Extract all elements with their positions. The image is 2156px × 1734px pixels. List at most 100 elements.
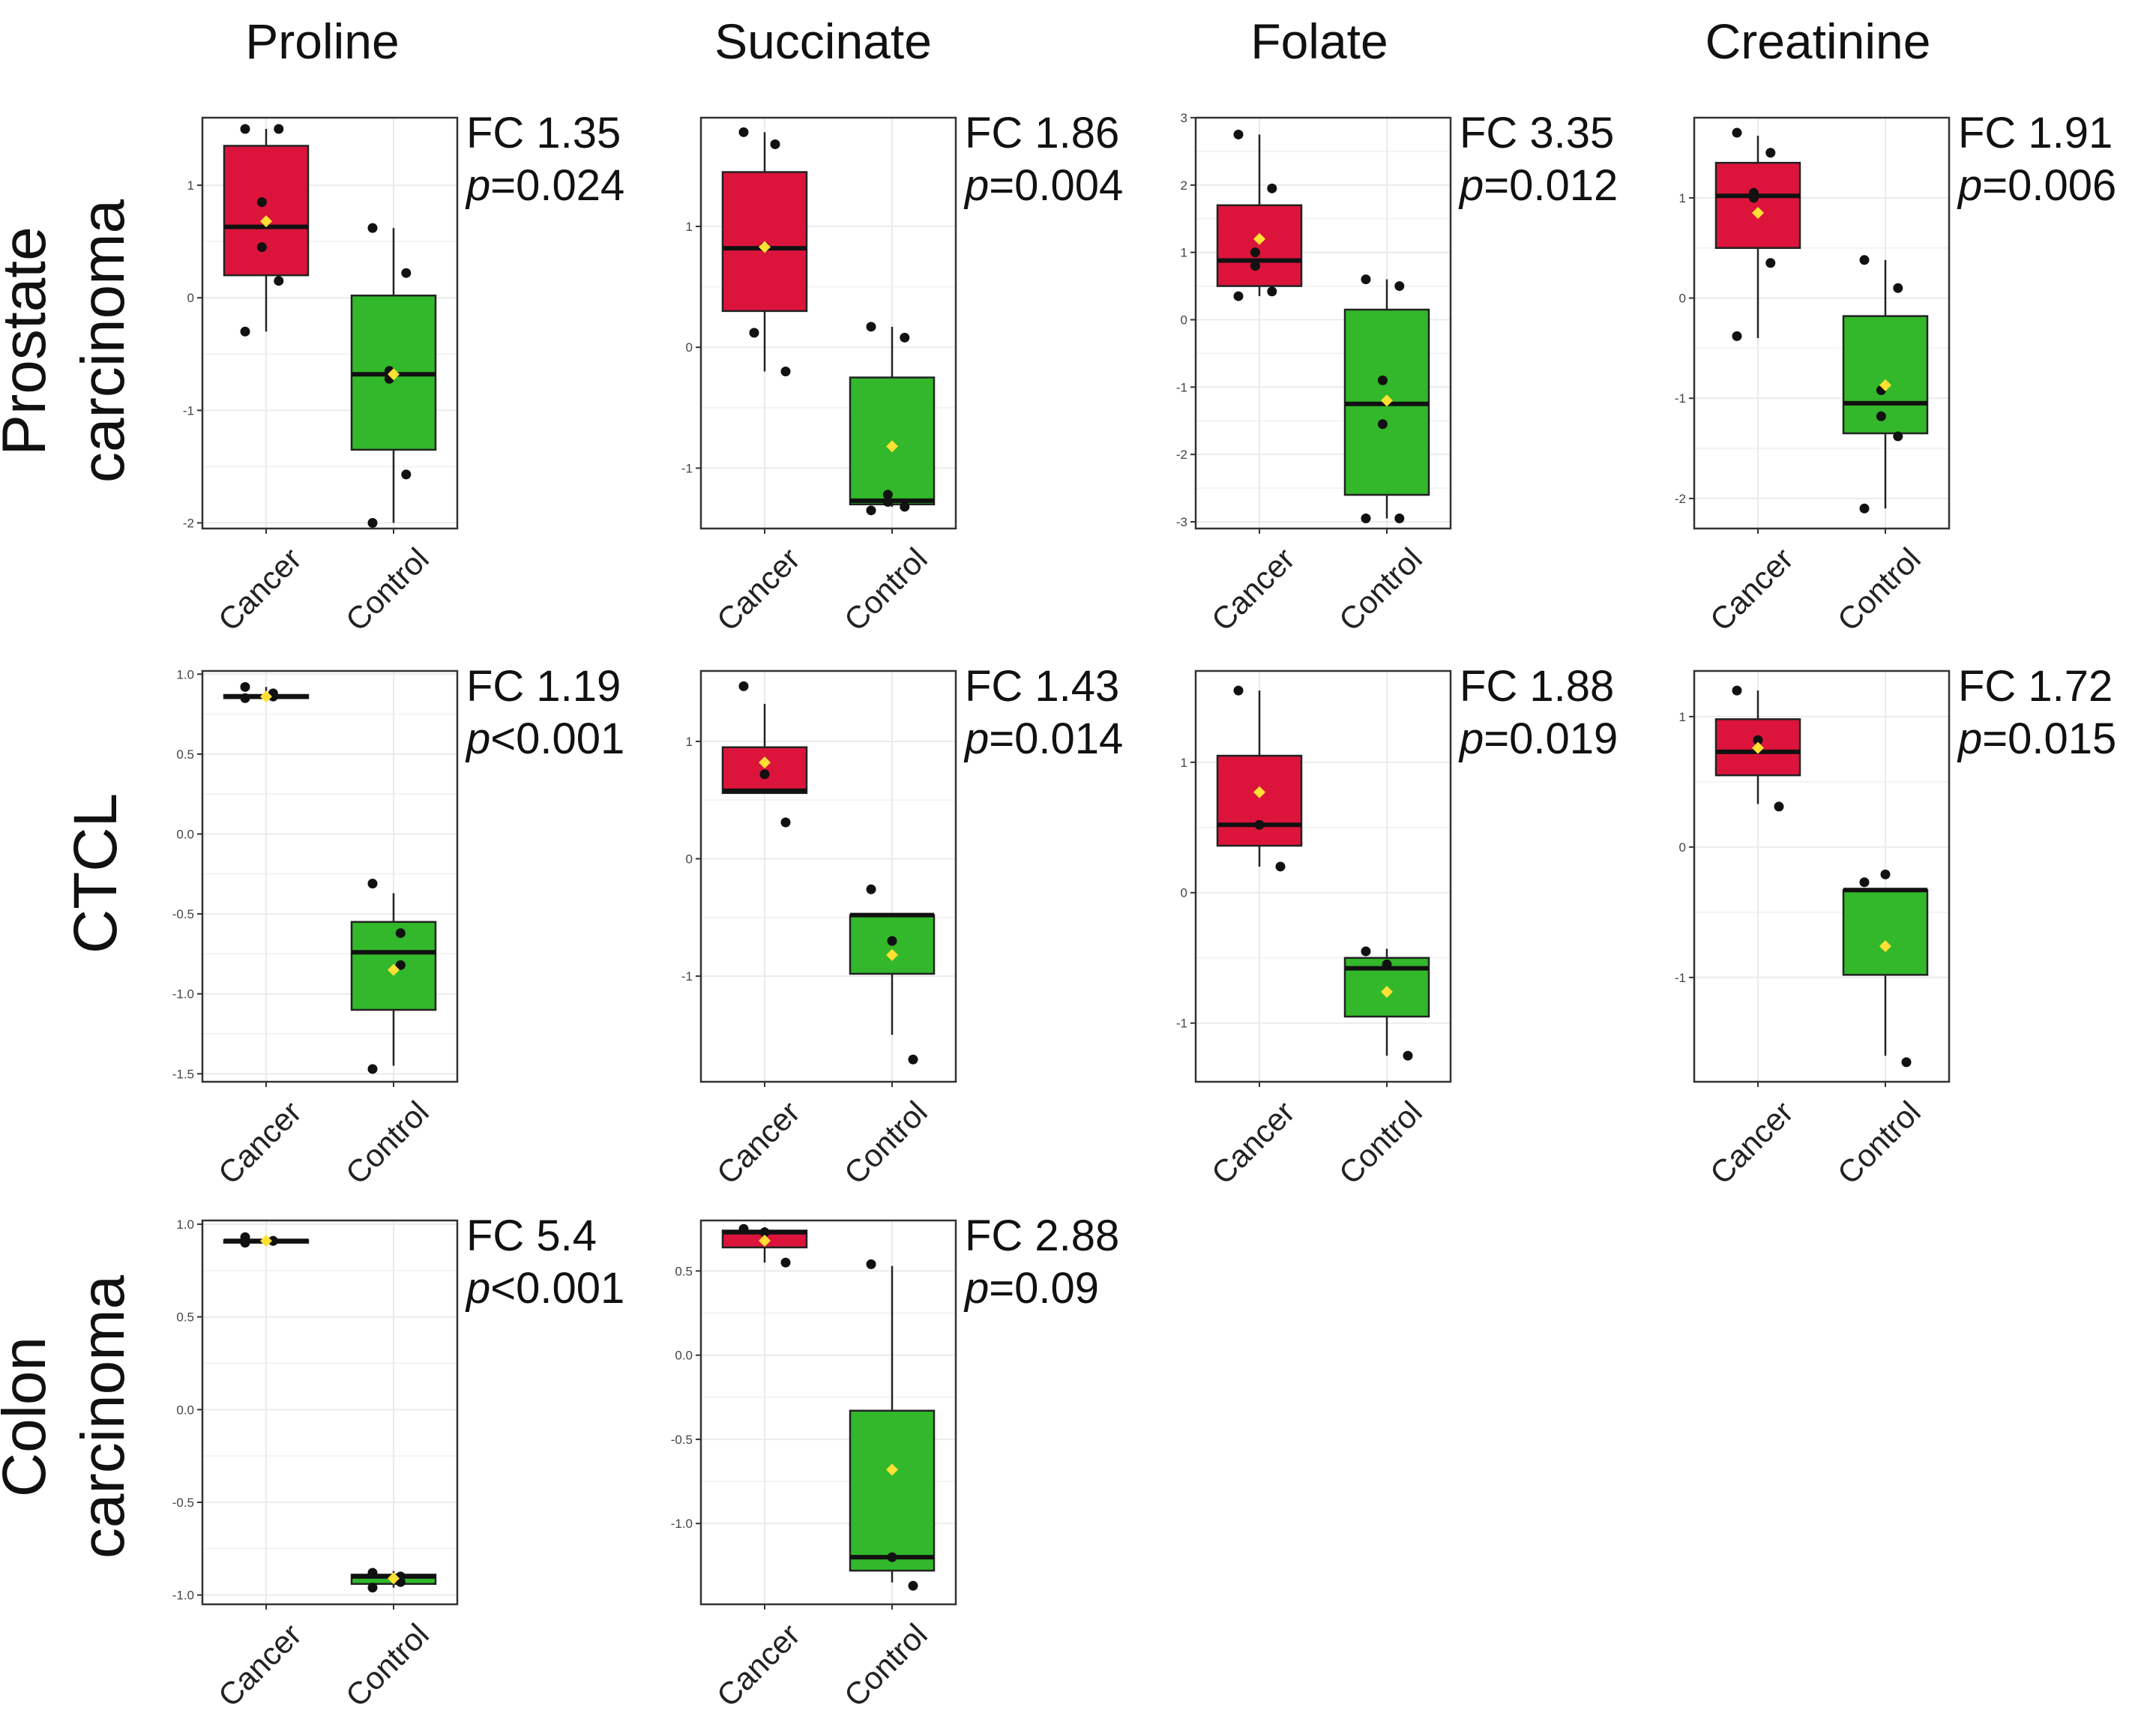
y-tick-label: -2: [1675, 492, 1686, 506]
p-value-number: =0.024: [490, 161, 624, 210]
data-point: [1893, 283, 1903, 293]
data-point: [908, 1580, 918, 1591]
mean-marker: [260, 1235, 272, 1247]
mean-marker: [1752, 741, 1764, 754]
y-tick-label: 0: [686, 852, 693, 867]
panel-frame: [1194, 116, 1452, 530]
data-point: [1233, 129, 1244, 139]
fold-change-label: FC 1.91: [1958, 109, 2113, 157]
box-cancer: [223, 1232, 310, 1248]
y-tick-label: -2: [183, 516, 194, 530]
mean-marker: [759, 241, 771, 253]
p-value-number: =0.006: [1982, 161, 2116, 210]
box-control: [1343, 946, 1430, 1061]
x-tick-label-control: Control: [837, 541, 934, 638]
p-value-number: =0.004: [989, 161, 1123, 210]
panel-frame: [699, 116, 957, 530]
data-point: [1859, 255, 1870, 265]
panel-frame: [1693, 669, 1951, 1083]
mean-marker: [886, 1463, 898, 1476]
data-point: [1859, 877, 1870, 888]
data-point: [1233, 685, 1244, 696]
data-point: [780, 366, 791, 376]
row-label-2-line-0: Colon: [0, 1337, 58, 1497]
x-tick-label-cancer: Cancer: [710, 1095, 807, 1191]
panel-frame: [699, 1219, 957, 1606]
box-control: [1842, 869, 1929, 1068]
data-point: [1394, 281, 1405, 292]
mean-marker: [1253, 232, 1265, 245]
fold-change-label: FC 1.86: [965, 109, 1119, 157]
mean-marker: [886, 440, 898, 453]
p-value-letter: p: [1458, 161, 1484, 210]
mean-marker: [1381, 394, 1393, 407]
box-iqr: [1714, 718, 1801, 777]
p-value-label: p=0.012: [1458, 161, 1618, 210]
data-point: [240, 693, 250, 703]
box-control: [1842, 255, 1929, 514]
y-tick-label: 1.0: [176, 667, 194, 681]
y-tick-label: 0: [686, 340, 693, 355]
data-point: [908, 1054, 918, 1065]
box-cancer: [223, 124, 310, 337]
fold-change-label: FC 5.4: [466, 1211, 597, 1260]
data-point: [882, 497, 893, 508]
data-point: [780, 1257, 791, 1268]
data-point: [274, 276, 284, 286]
data-point: [1859, 503, 1870, 514]
box-cancer: [223, 681, 310, 703]
y-tick-label: 0.5: [176, 1310, 194, 1325]
panel-creatinine-row-1: -1 0 1 Cancer Control FC 1.72p=0.015: [1675, 662, 2116, 1191]
y-tick-label: -0.5: [671, 1433, 693, 1447]
box-control: [849, 884, 936, 1065]
y-tick-label: -1: [1176, 1017, 1187, 1031]
fold-change-label: FC 1.88: [1460, 662, 1614, 711]
y-tick-label: -1.0: [172, 987, 194, 1002]
p-value-number: =0.012: [1484, 161, 1618, 210]
y-tick-label: -0.5: [172, 1496, 194, 1510]
x-tick-label-cancer: Cancer: [1703, 1095, 1800, 1191]
data-point: [268, 1235, 278, 1246]
data-point: [1275, 861, 1286, 872]
y-tick-label: 0.5: [675, 1264, 693, 1278]
data-point: [1233, 291, 1244, 301]
fold-change-label: FC 1.19: [466, 662, 621, 711]
data-point: [1753, 735, 1763, 745]
data-point: [900, 502, 910, 512]
fold-change-label: FC 1.35: [466, 109, 621, 157]
p-value-label: p=0.019: [1458, 714, 1618, 763]
x-tick-label-cancer: Cancer: [1205, 541, 1301, 638]
data-point: [1774, 801, 1784, 812]
box-control: [849, 322, 936, 516]
data-point: [770, 139, 780, 149]
row-label-0-line-1: carcinoma: [69, 199, 137, 483]
y-tick-label: 0: [1181, 886, 1187, 900]
box-iqr: [1216, 754, 1303, 847]
y-tick-label: -1: [1176, 380, 1187, 394]
data-point: [900, 332, 910, 343]
data-point: [1267, 286, 1277, 297]
y-tick-label: 0: [1679, 840, 1686, 855]
panel-proline-row-0: -2 -1 0 1 Cancer Control FC 1.35p=0.024: [183, 109, 624, 638]
mean-marker: [759, 1234, 771, 1247]
data-point: [738, 681, 749, 691]
mean-marker: [260, 215, 272, 228]
data-point: [1403, 1050, 1413, 1061]
box-control: [1343, 274, 1430, 524]
p-value-letter: p: [465, 1264, 490, 1313]
y-tick-label: 1: [1679, 191, 1686, 205]
data-point: [1876, 411, 1886, 421]
x-tick-label-cancer: Cancer: [710, 1617, 807, 1714]
data-point: [240, 124, 250, 134]
data-point: [1377, 419, 1388, 430]
x-tick-label-control: Control: [1332, 541, 1429, 638]
data-point: [759, 1227, 770, 1238]
data-point: [401, 268, 412, 278]
y-tick-label: 0.0: [675, 1349, 693, 1363]
mean-marker: [886, 948, 898, 961]
p-value-number: <0.001: [490, 714, 624, 763]
mean-marker: [1381, 985, 1393, 998]
mean-marker: [388, 368, 400, 381]
panel-frame: [201, 669, 459, 1083]
panel-folate-row-0: -3 -2 -1 0 1 2 3 Cancer Control FC 3.35p=0.012: [1176, 109, 1618, 638]
